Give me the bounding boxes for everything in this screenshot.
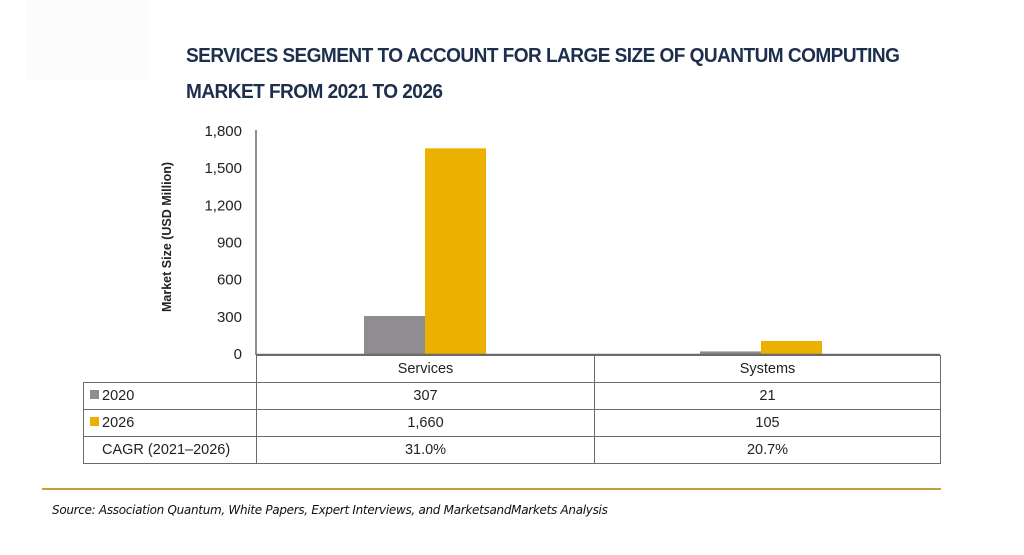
y-tick-label: 1,800 [204, 123, 242, 140]
table-corner-cell [83, 355, 257, 383]
table-row: CAGR (2021–2026) 31.0% 20.7% [83, 436, 941, 464]
table-row: 2026 1,660 105 [83, 409, 941, 437]
y-tick-label: 0 [234, 346, 242, 363]
cagr-systems: 20.7% [594, 436, 941, 464]
bar-systems-2020 [700, 351, 761, 354]
cagr-label: CAGR (2021–2026) [83, 436, 257, 464]
y-axis-ticks: 0 300 600 900 1,200 1,500 1,800 [204, 123, 242, 363]
chart-title-line-1: SERVICES SEGMENT TO ACCOUNT FOR LARGE SI… [186, 44, 900, 67]
y-tick-label: 900 [217, 235, 242, 252]
value-2026-systems: 105 [594, 409, 941, 437]
value-2020-services: 307 [256, 382, 595, 410]
bar-systems-2026 [761, 340, 822, 354]
value-2020-systems: 21 [594, 382, 941, 410]
chart-title: SERVICES SEGMENT TO ACCOUNT FOR LARGE SI… [186, 38, 900, 110]
footer-divider [42, 488, 941, 490]
y-tick-label: 1,200 [204, 197, 242, 214]
y-tick-label: 300 [217, 309, 242, 326]
bar-services-2026 [425, 148, 486, 354]
table-row: 2020 307 21 [83, 382, 941, 410]
legend-label-2020: 2020 [102, 388, 135, 404]
data-table: Services Systems 2020 307 21 2026 1,660 … [83, 355, 941, 464]
source-note: Source: Association Quantum, White Paper… [52, 503, 608, 517]
legend-2026: 2026 [83, 409, 257, 437]
legend-label-2026: 2026 [102, 415, 135, 431]
y-tick-label: 1,500 [204, 160, 242, 177]
table-header-row: Services Systems [83, 355, 941, 383]
bars [364, 148, 822, 354]
corner-placeholder-box [27, 0, 148, 80]
legend-swatch-2026 [90, 417, 99, 426]
legend-swatch-2020 [90, 390, 99, 399]
cagr-services: 31.0% [256, 436, 595, 464]
value-2026-services: 1,660 [256, 409, 595, 437]
category-label-systems: Systems [594, 355, 941, 383]
y-tick-label: 600 [217, 272, 242, 289]
legend-2020: 2020 [83, 382, 257, 410]
y-axis-label: Market Size (USD Million) [160, 162, 174, 312]
chart-title-line-2: MARKET FROM 2021 TO 2026 [186, 80, 443, 103]
category-label-services: Services [256, 355, 595, 383]
bar-services-2020 [364, 315, 425, 354]
